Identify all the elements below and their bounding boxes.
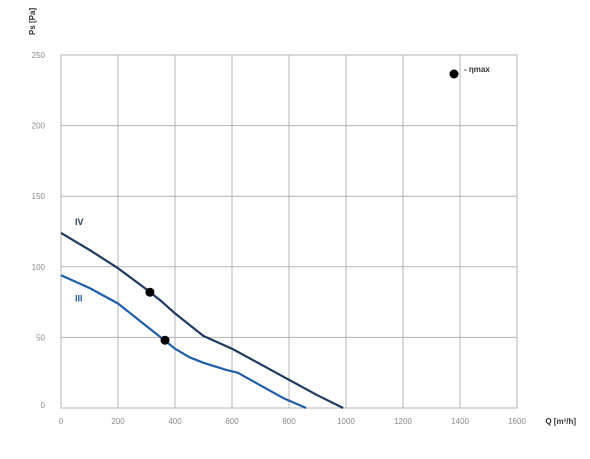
x-tick-label: 1400 [451, 417, 469, 426]
legend-marker [449, 69, 459, 79]
x-tick-label: 600 [225, 417, 239, 426]
series-label-IV: IV [75, 217, 84, 227]
y-tick-label: 200 [32, 122, 46, 131]
x-tick-label: 200 [111, 417, 125, 426]
x-tick-label: 0 [59, 417, 64, 426]
x-tick-label: 1600 [508, 417, 526, 426]
y-tick-label: 150 [32, 192, 46, 201]
x-tick-label: 400 [168, 417, 182, 426]
x-tick-label: 800 [282, 417, 296, 426]
series-line-IV [60, 231, 344, 409]
x-tick-label: 1200 [394, 417, 412, 426]
y-tick-label: 250 [32, 51, 46, 60]
y-axis-title: Ps [Pa] [28, 8, 37, 35]
eta-max-marker [145, 287, 155, 297]
x-tick-labels: 0 200 400 600 800 1000 1200 1400 1600 [59, 417, 527, 426]
y-tick-label: 100 [32, 263, 46, 272]
grid [61, 55, 517, 408]
eta-max-markers [145, 287, 170, 345]
y-tick-label: 50 [36, 333, 45, 342]
legend-label: - ηmax [464, 65, 490, 74]
series-line-III [60, 274, 307, 410]
x-tick-label: 1000 [337, 417, 355, 426]
eta-max-marker [160, 335, 170, 345]
x-axis-title: Q [m³/h] [545, 417, 576, 426]
series-labels: IV III [75, 217, 84, 303]
series-lines [60, 231, 344, 410]
plot-frame [60, 54, 518, 409]
y-tick-labels: 0 50 100 150 200 250 [32, 51, 46, 410]
series-label-III: III [75, 293, 83, 303]
y-tick-label: 0 [41, 401, 46, 410]
legend: - ηmax [449, 65, 490, 79]
